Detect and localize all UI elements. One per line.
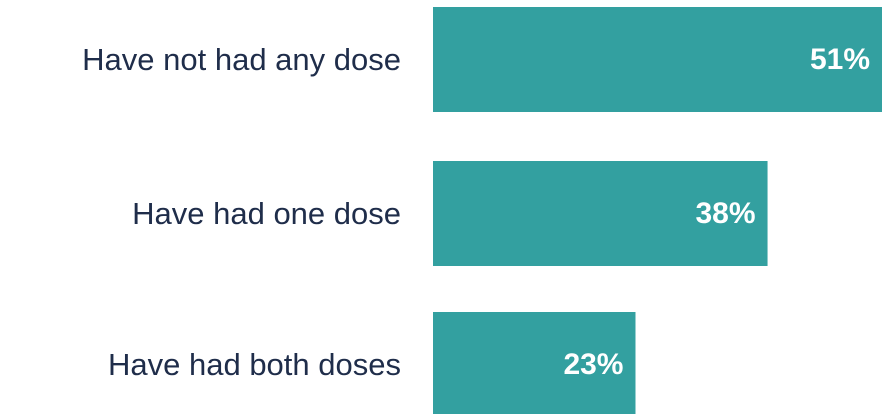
value-labels: 51% 38% 23% bbox=[563, 43, 870, 381]
value-label-3: 23% bbox=[563, 348, 623, 381]
bars-group bbox=[433, 7, 882, 414]
bar-3 bbox=[433, 312, 636, 414]
category-label-1: Have not had any dose bbox=[82, 42, 401, 77]
value-label-2: 38% bbox=[696, 197, 756, 230]
category-label-3: Have had both doses bbox=[108, 347, 401, 382]
category-labels: Have not had any dose Have had one dose Ha… bbox=[82, 42, 401, 382]
category-label-2: Have had one dose bbox=[132, 196, 401, 231]
bar-1 bbox=[433, 7, 882, 112]
bar-2 bbox=[433, 161, 768, 266]
value-label-1: 51% bbox=[810, 43, 870, 76]
